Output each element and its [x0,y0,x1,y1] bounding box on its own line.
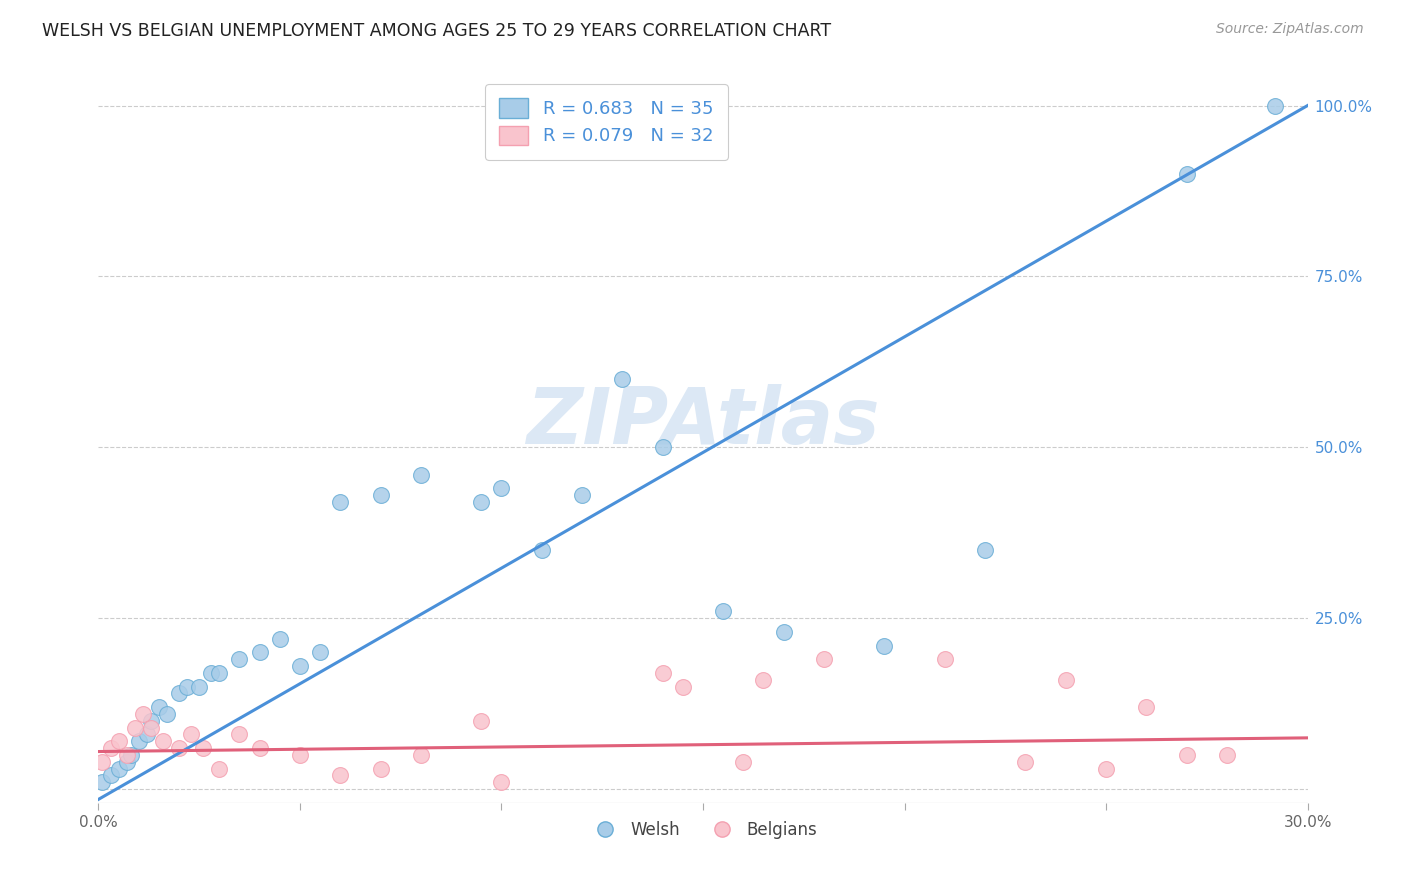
Point [115,755,138,769]
Point [1135,700,1157,714]
Point [934,652,956,666]
Point [470,714,492,728]
Point [530,542,553,557]
Point [152,734,174,748]
Text: Source: ZipAtlas.com: Source: ZipAtlas.com [1216,22,1364,37]
Point [100,741,122,756]
Point [813,652,835,666]
Point [249,645,271,659]
Point [124,721,146,735]
Point [156,706,179,721]
Point [167,741,190,756]
Point [107,762,129,776]
Point [772,624,794,639]
Point [139,714,162,728]
Point [329,495,352,509]
Point [409,467,432,482]
Legend: Welsh, Belgians: Welsh, Belgians [582,814,824,846]
Point [228,727,250,741]
Point [91,755,114,769]
Point [269,632,291,646]
Point [1175,167,1198,181]
Point [193,741,215,756]
Point [873,639,896,653]
Point [120,747,142,762]
Point [135,727,157,741]
Point [115,747,138,762]
Point [107,734,129,748]
Point [132,706,155,721]
Point [176,680,198,694]
Point [612,372,634,386]
Point [249,741,271,756]
Point [370,762,392,776]
Point [733,755,755,769]
Point [1095,762,1118,776]
Text: WELSH VS BELGIAN UNEMPLOYMENT AMONG AGES 25 TO 29 YEARS CORRELATION CHART: WELSH VS BELGIAN UNEMPLOYMENT AMONG AGES… [42,22,831,40]
Point [288,747,311,762]
Point [200,665,222,680]
Point [1216,747,1239,762]
Point [100,768,122,782]
Point [1264,98,1286,112]
Point [309,645,332,659]
Point [128,734,150,748]
Point [208,665,231,680]
Point [180,727,202,741]
Point [571,488,593,502]
Point [1054,673,1077,687]
Point [148,700,170,714]
Point [208,762,231,776]
Point [711,604,734,618]
Point [329,768,352,782]
Point [470,495,492,509]
Text: ZIPAtlas: ZIPAtlas [526,384,880,460]
Point [139,721,162,735]
Point [409,747,432,762]
Point [974,542,997,557]
Point [491,775,513,789]
Point [288,659,311,673]
Point [651,440,673,454]
Point [228,652,250,666]
Point [491,481,513,495]
Point [752,673,775,687]
Point [1175,747,1198,762]
Point [91,775,114,789]
Point [167,686,190,700]
Point [672,680,695,694]
Point [651,665,673,680]
Point [370,488,392,502]
Point [1014,755,1036,769]
Point [188,680,211,694]
